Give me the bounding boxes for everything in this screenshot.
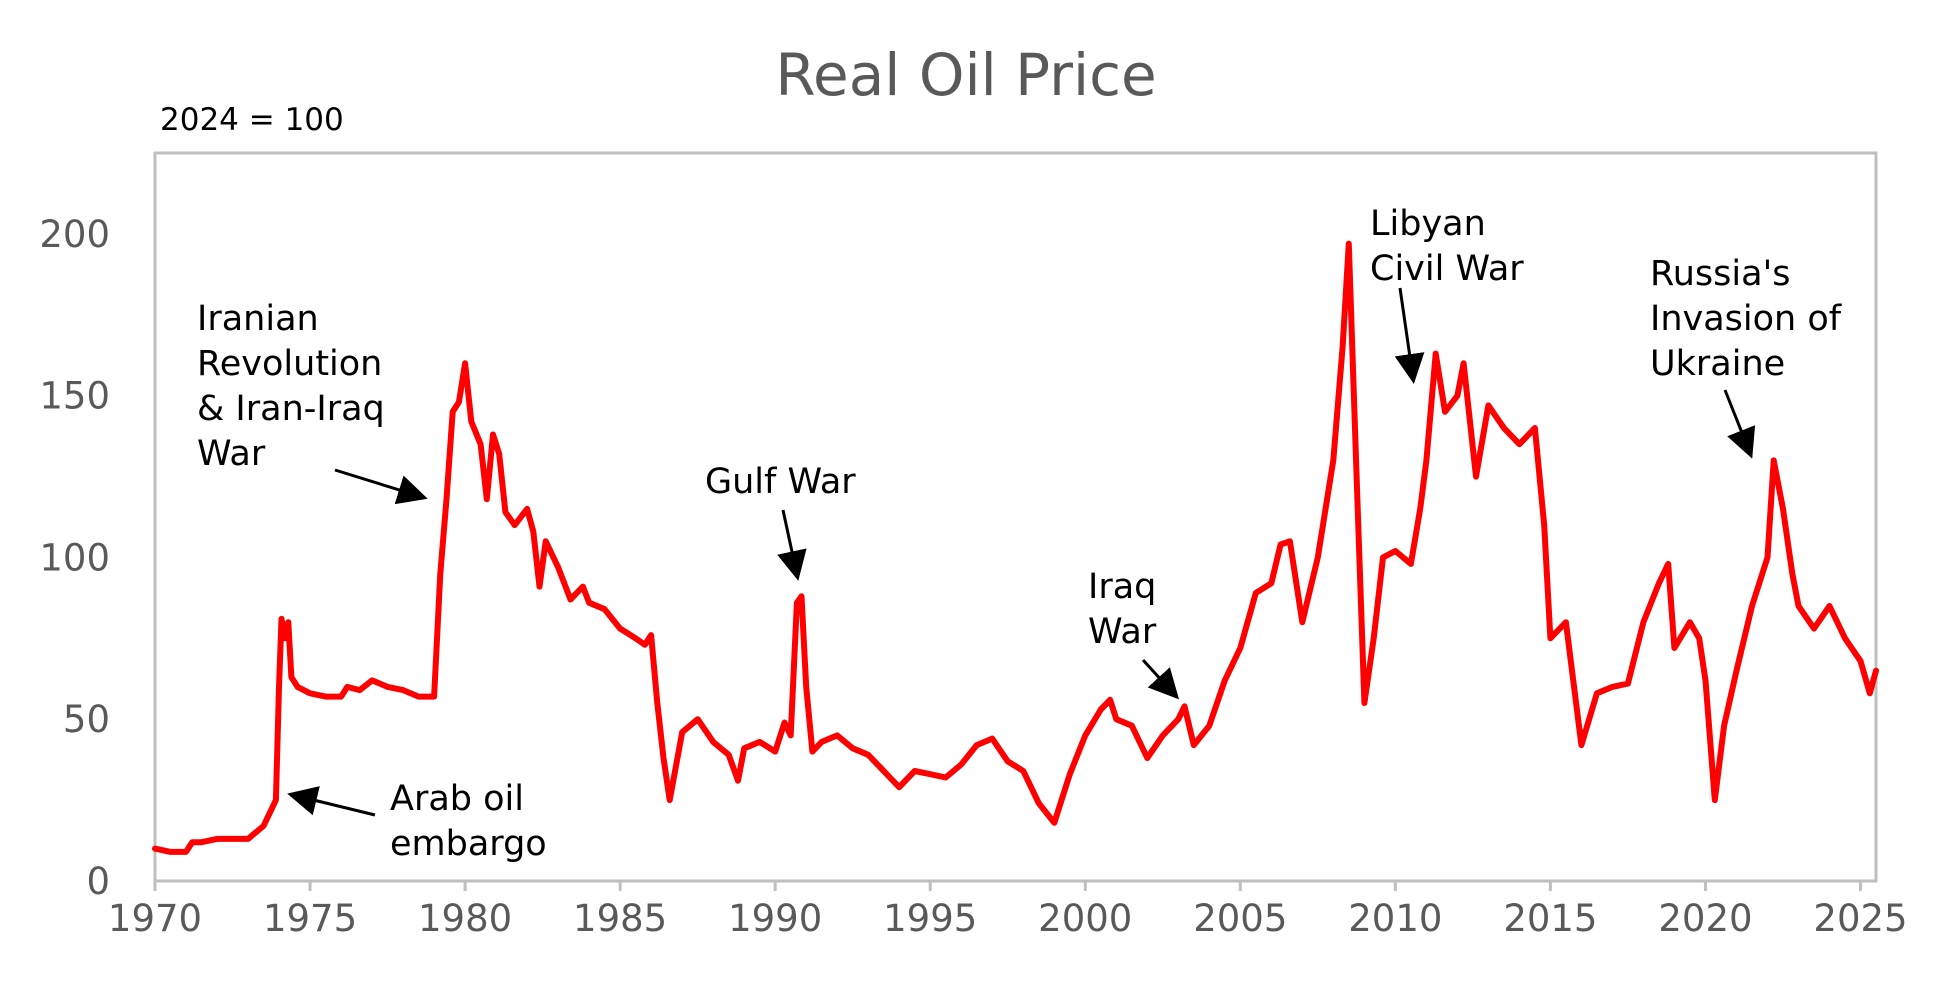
annotation-line: Iraq bbox=[1088, 567, 1156, 607]
x-tick-label: 2010 bbox=[1348, 897, 1442, 940]
annotation-line: War bbox=[1088, 612, 1157, 652]
x-tick-label: 1990 bbox=[728, 897, 822, 940]
y-axis: 0 50 100 150 200 bbox=[39, 213, 110, 903]
y-tick-label: 200 bbox=[39, 213, 110, 256]
plot-frame bbox=[153, 151, 1878, 883]
x-tick-label: 1970 bbox=[108, 897, 202, 940]
annotation-label: Gulf War bbox=[705, 462, 856, 502]
x-tick-label: 2025 bbox=[1813, 897, 1907, 940]
annotation-line: Ukraine bbox=[1650, 344, 1785, 384]
annotations: Arab oil embargo Iranian Revolution & Iran-I… bbox=[197, 204, 1842, 864]
annotation-line: Arab oil bbox=[390, 779, 524, 819]
annotation-arrow bbox=[777, 509, 807, 581]
series-line bbox=[152, 240, 1879, 855]
y-tick-label: 150 bbox=[39, 375, 110, 418]
annotation-label: Iraq War bbox=[1088, 567, 1157, 652]
annotation-label: Libyan Civil War bbox=[1370, 204, 1524, 289]
annotation-line: Revolution bbox=[197, 344, 382, 384]
y-tick-label: 0 bbox=[86, 860, 110, 903]
annotation-arrow bbox=[287, 786, 376, 817]
annotation-arrow bbox=[1141, 658, 1180, 700]
x-tick-label: 2020 bbox=[1658, 897, 1752, 940]
y-tick-label: 100 bbox=[39, 536, 110, 579]
x-axis: 1970 1975 1980 1985 1990 1995 2000 2005 2010 2015… bbox=[108, 881, 1908, 940]
y-tick-label: 50 bbox=[63, 698, 110, 741]
annotation-line: embargo bbox=[390, 824, 547, 864]
annotation-label: Iranian Revolution & Iran-Iraq War bbox=[197, 299, 385, 474]
annotation-line: Iranian bbox=[197, 299, 319, 339]
annotation-label: Russia's Invasion of Ukraine bbox=[1650, 254, 1842, 384]
annotation-line: Russia's bbox=[1650, 254, 1790, 294]
annotation-line: War bbox=[197, 434, 266, 474]
annotation-arrow bbox=[1723, 389, 1756, 459]
annotation-line: & Iran-Iraq bbox=[197, 389, 385, 429]
annotation-arrow bbox=[1394, 287, 1425, 384]
annotation-line: Libyan bbox=[1370, 204, 1486, 244]
x-tick-label: 1975 bbox=[263, 897, 357, 940]
x-tick-label: 2000 bbox=[1038, 897, 1132, 940]
annotation-arrow bbox=[334, 468, 428, 505]
annotation-line: Invasion of bbox=[1650, 299, 1842, 339]
x-tick-label: 1985 bbox=[573, 897, 667, 940]
annotation-label: Arab oil embargo bbox=[390, 779, 547, 864]
x-tick-label: 1995 bbox=[883, 897, 977, 940]
x-tick-label: 1980 bbox=[418, 897, 512, 940]
x-tick-label: 2015 bbox=[1503, 897, 1597, 940]
chart-subtitle: 2024 = 100 bbox=[160, 102, 344, 138]
annotation-line: Gulf War bbox=[705, 462, 856, 502]
annotation-line: Civil War bbox=[1370, 249, 1524, 289]
chart-title: Real Oil Price bbox=[775, 41, 1156, 109]
x-tick-label: 2005 bbox=[1193, 897, 1287, 940]
